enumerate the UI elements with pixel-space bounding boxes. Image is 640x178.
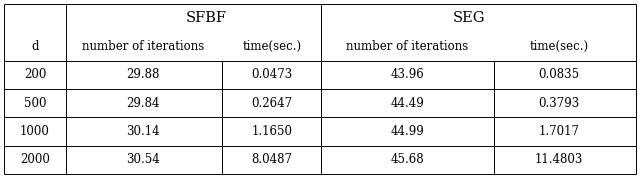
Text: SEG: SEG [452,11,484,25]
Text: number of iterations: number of iterations [82,40,204,53]
Text: 8.0487: 8.0487 [252,153,292,166]
Text: 0.3793: 0.3793 [538,97,580,110]
Text: number of iterations: number of iterations [346,40,468,53]
Text: 200: 200 [24,68,46,81]
Text: 1.1650: 1.1650 [252,125,292,138]
Text: SFBF: SFBF [186,11,227,25]
Text: 44.99: 44.99 [390,125,424,138]
Text: d: d [31,40,38,53]
Text: 1.7017: 1.7017 [538,125,579,138]
Text: 0.0473: 0.0473 [252,68,292,81]
Text: time(sec.): time(sec.) [243,40,301,53]
Text: 29.88: 29.88 [126,68,160,81]
Text: 500: 500 [24,97,46,110]
Text: 0.0835: 0.0835 [538,68,579,81]
Text: 2000: 2000 [20,153,50,166]
Text: 30.54: 30.54 [126,153,160,166]
Text: 30.14: 30.14 [126,125,160,138]
Text: 11.4803: 11.4803 [534,153,583,166]
Text: 0.2647: 0.2647 [252,97,292,110]
Text: 1000: 1000 [20,125,50,138]
Text: 44.49: 44.49 [390,97,424,110]
Text: time(sec.): time(sec.) [529,40,588,53]
Text: 45.68: 45.68 [390,153,424,166]
Text: 43.96: 43.96 [390,68,424,81]
Text: 29.84: 29.84 [126,97,160,110]
